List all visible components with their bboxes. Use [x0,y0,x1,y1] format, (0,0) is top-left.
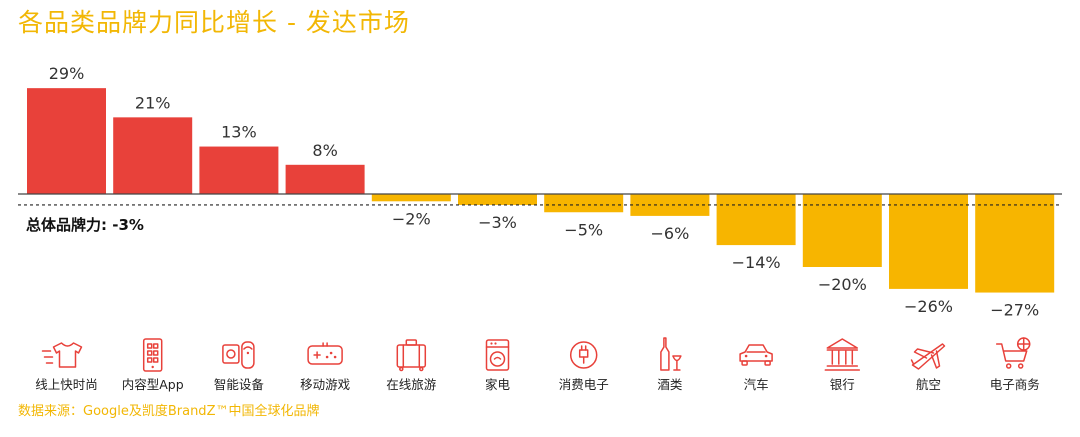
bar-10 [802,194,882,267]
value-label-3: 13% [221,123,257,142]
category-label-11: 航空 [916,377,941,392]
shopping-cart-icon [995,337,1031,369]
bar-1 [27,88,106,194]
category-label-10: 银行 [830,377,855,392]
tshirt-icon [41,342,83,368]
category-label-6: 家电 [485,377,511,392]
category-label-8: 酒类 [657,377,683,392]
bar-chart: 总体品牌力: -3% 29% 21% 13% 8% −2% −3% −5% −6% −14% −2… [18,64,1062,392]
bank-icon [824,338,861,371]
value-label-11: −26% [904,297,953,316]
washing-machine-icon [485,339,510,371]
value-label-10: −20% [818,275,867,294]
phone-app-icon [142,338,163,372]
category-label-1: 线上快时尚 [35,377,98,392]
source-note: 数据来源：Google及凯度BrandZ™中国全球化品牌 [18,404,320,419]
value-label-5: −2% [392,209,431,228]
category-label-12: 电子商务 [990,377,1040,392]
category-label-7: 消费电子 [559,377,609,392]
value-label-7: −5% [564,220,603,239]
gamepad-icon [307,342,343,365]
bar-2 [113,117,193,194]
smart-device-icon [222,341,255,369]
value-label-6: −3% [478,213,517,232]
category-label-3: 智能设备 [214,377,265,392]
chart-title: 各品类品牌力同比增长 - 发达市场 [18,8,410,37]
category-label-9: 汽车 [744,377,769,392]
bar-9 [716,194,796,246]
icons-layer [41,337,1031,372]
value-labels-layer: 29% 21% 13% 8% −2% −3% −5% −6% −14% −20% −26% −27% [49,64,1039,319]
power-plug-icon [569,341,598,369]
category-labels-layer: 线上快时尚 内容型App 智能设备 移动游戏 在线旅游 家电 消费电子 酒类 汽车 银行 航空 电子商… [35,377,1039,392]
bar-11 [889,194,968,289]
value-label-4: 8% [312,141,337,160]
value-label-9: −14% [732,253,781,272]
category-label-2: 内容型App [122,377,184,392]
airplane-icon [910,343,946,370]
value-label-1: 29% [49,64,85,83]
suitcase-icon [396,339,427,372]
bar-7 [544,194,624,213]
bar-4 [285,164,365,194]
bars-layer [27,88,1055,293]
bar-8 [630,194,710,216]
category-label-4: 移动游戏 [300,377,350,392]
bar-5 [371,194,451,202]
value-label-8: −6% [651,224,690,243]
category-label-5: 在线旅游 [386,377,437,392]
reference-label: 总体品牌力: -3% [26,216,144,234]
bar-3 [199,146,279,194]
value-label-2: 21% [135,93,171,112]
value-label-12: −27% [990,301,1039,320]
wine-icon [660,337,682,371]
bar-6 [458,194,537,205]
car-icon [739,344,773,366]
bar-12 [975,194,1055,293]
